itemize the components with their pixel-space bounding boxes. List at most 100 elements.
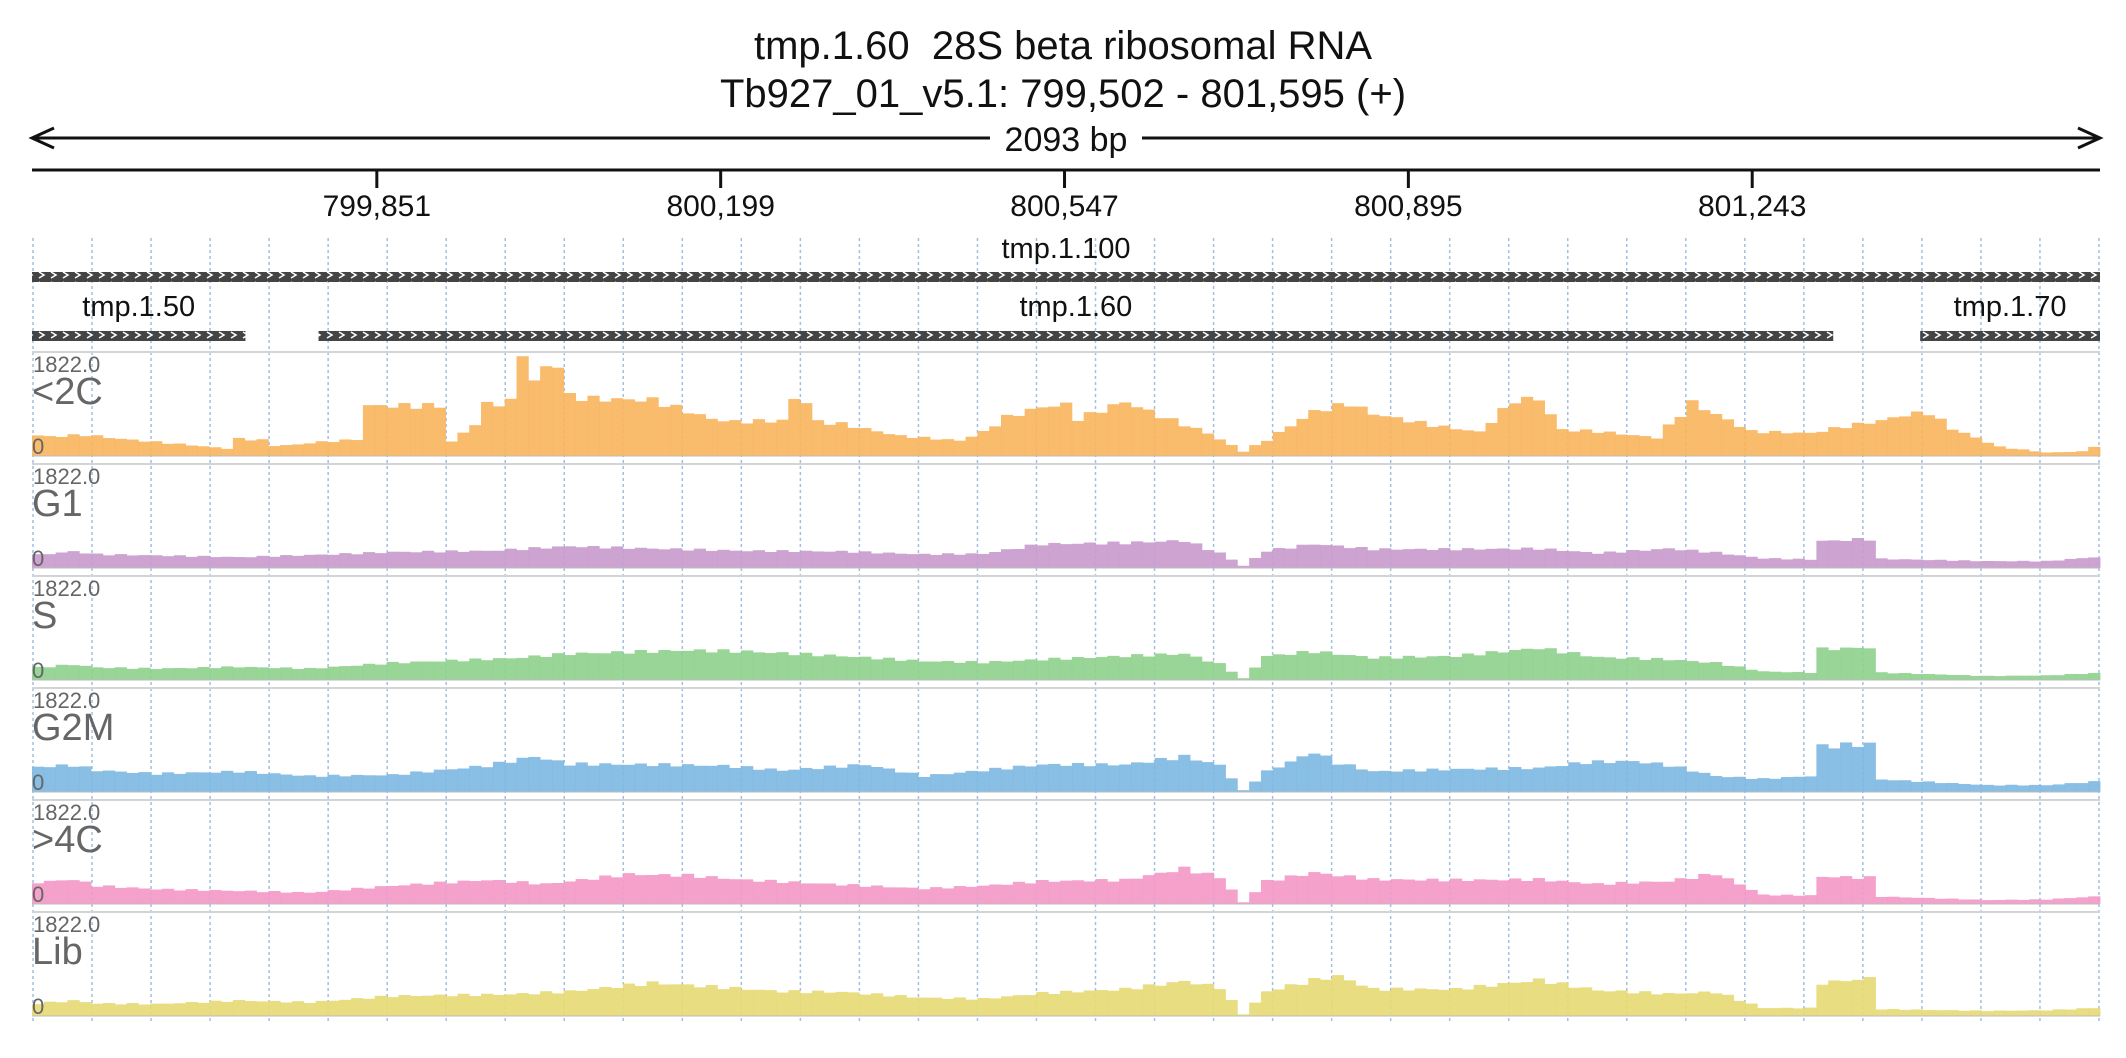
- coverage-bar: [1473, 879, 1486, 904]
- coverage-bar: [1379, 880, 1392, 904]
- coverage-bar: [67, 766, 80, 792]
- coverage-bar: [1390, 879, 1404, 904]
- coverage-bar: [1497, 652, 1510, 680]
- track-ymax-label: 1822.0: [33, 352, 100, 377]
- coverage-bar: [2088, 557, 2101, 568]
- coverage-bar: [1899, 1009, 1912, 1016]
- coverage-bar: [681, 764, 695, 792]
- coverage-bar: [1851, 422, 1865, 456]
- coverage-bar: [1107, 541, 1120, 568]
- coverage-bar: [410, 996, 423, 1016]
- coverage-bar: [1804, 559, 1817, 568]
- coverage-bar: [457, 880, 470, 904]
- coverage-bar: [1438, 548, 1451, 568]
- coverage-bar: [1012, 765, 1026, 792]
- coverage-bar: [989, 660, 1002, 680]
- coverage-bar: [1225, 671, 1238, 680]
- coverage-bar: [1828, 427, 1841, 456]
- coverage-bar: [1308, 977, 1321, 1016]
- coverage-bar: [575, 400, 588, 456]
- span-label: 2093 bp: [1005, 121, 1128, 159]
- coverage-bar: [1071, 880, 1085, 904]
- coverage-bar: [232, 437, 246, 456]
- coverage-bar: [622, 873, 636, 904]
- coverage-bar: [1887, 780, 1900, 792]
- coverage-bar: [244, 771, 257, 792]
- coverage-bar: [1024, 883, 1037, 904]
- coverage-bar: [1804, 895, 1817, 904]
- coverage-bar: [1615, 434, 1628, 456]
- coverage-bar: [1875, 779, 1888, 792]
- coverage-bar: [1627, 761, 1640, 792]
- coverage-bar: [2017, 899, 2030, 904]
- coverage-bar: [91, 435, 104, 456]
- coverage-bar: [1001, 549, 1014, 568]
- coverage-bar: [1249, 892, 1262, 904]
- coverage-bar: [492, 658, 506, 680]
- coverage-bar: [327, 1000, 340, 1016]
- coverage-bar: [1154, 418, 1167, 456]
- coverage-bar: [1544, 414, 1557, 456]
- coverage-bar: [161, 888, 175, 904]
- coverage-bar: [1048, 542, 1061, 568]
- coverage-bar: [1331, 654, 1345, 680]
- coverage-bar: [1438, 989, 1451, 1016]
- coverage-bar: [1958, 783, 1971, 792]
- coverage-bar: [421, 403, 435, 456]
- coverage-bar: [1402, 549, 1416, 568]
- coverage-bar: [1603, 991, 1616, 1016]
- coverage-bar: [126, 772, 139, 792]
- coverage-bar: [1119, 764, 1132, 792]
- coverage-bar: [1615, 881, 1628, 904]
- coverage-bar: [918, 776, 931, 792]
- coverage-bar: [1213, 989, 1226, 1016]
- coverage-bar: [941, 888, 955, 904]
- coverage-bar: [776, 550, 789, 568]
- coverage-bar: [421, 661, 435, 680]
- coverage-bar: [256, 439, 269, 456]
- coverage-bar: [551, 760, 565, 792]
- coverage-bar: [291, 555, 305, 568]
- coverage-bar: [1520, 769, 1534, 792]
- coverage-bar: [1225, 889, 1238, 904]
- coverage-bar: [658, 984, 671, 1016]
- coverage-bar: [1497, 769, 1510, 792]
- coverage-bar: [492, 550, 506, 568]
- coverage-bar: [1402, 655, 1416, 680]
- coverage-bar: [2040, 560, 2054, 568]
- coverage-bar: [398, 995, 411, 1016]
- track-ymin-label: 0: [32, 994, 44, 1019]
- coverage-bar: [1922, 897, 1935, 904]
- track-name: >4C: [32, 819, 103, 861]
- coverage-bar: [55, 880, 68, 904]
- coverage-bar: [185, 1002, 198, 1016]
- coverage-bar: [1343, 655, 1356, 680]
- coverage-bar: [705, 876, 718, 904]
- coverage-bar: [1887, 559, 1900, 568]
- coverage-bar: [1887, 673, 1900, 680]
- coverage-bar: [800, 550, 813, 568]
- coverage-bar: [445, 441, 458, 456]
- coverage-bar: [150, 889, 163, 904]
- coverage-bar: [1662, 660, 1675, 680]
- coverage-bar: [1343, 875, 1356, 904]
- coverage-bar: [1509, 767, 1522, 792]
- coverage-bar: [55, 552, 68, 568]
- coverage-bar: [1946, 898, 1959, 904]
- coverage-bar: [882, 996, 896, 1016]
- coverage-bar: [1284, 548, 1297, 568]
- coverage-bar: [1060, 544, 1073, 568]
- coverage-bar: [1922, 415, 1935, 456]
- coverage-bar: [1603, 431, 1616, 456]
- coverage-bar: [209, 668, 222, 680]
- coverage-bar: [563, 990, 576, 1016]
- coverage-bar: [1343, 980, 1356, 1016]
- coverage-bar: [1662, 881, 1675, 904]
- coverage-bar: [670, 650, 683, 680]
- coverage-bar: [1899, 897, 1912, 904]
- coverage-bar: [2052, 560, 2065, 568]
- coverage-bar: [138, 667, 151, 680]
- coverage-bar: [469, 765, 482, 792]
- coverage-bar: [79, 553, 92, 568]
